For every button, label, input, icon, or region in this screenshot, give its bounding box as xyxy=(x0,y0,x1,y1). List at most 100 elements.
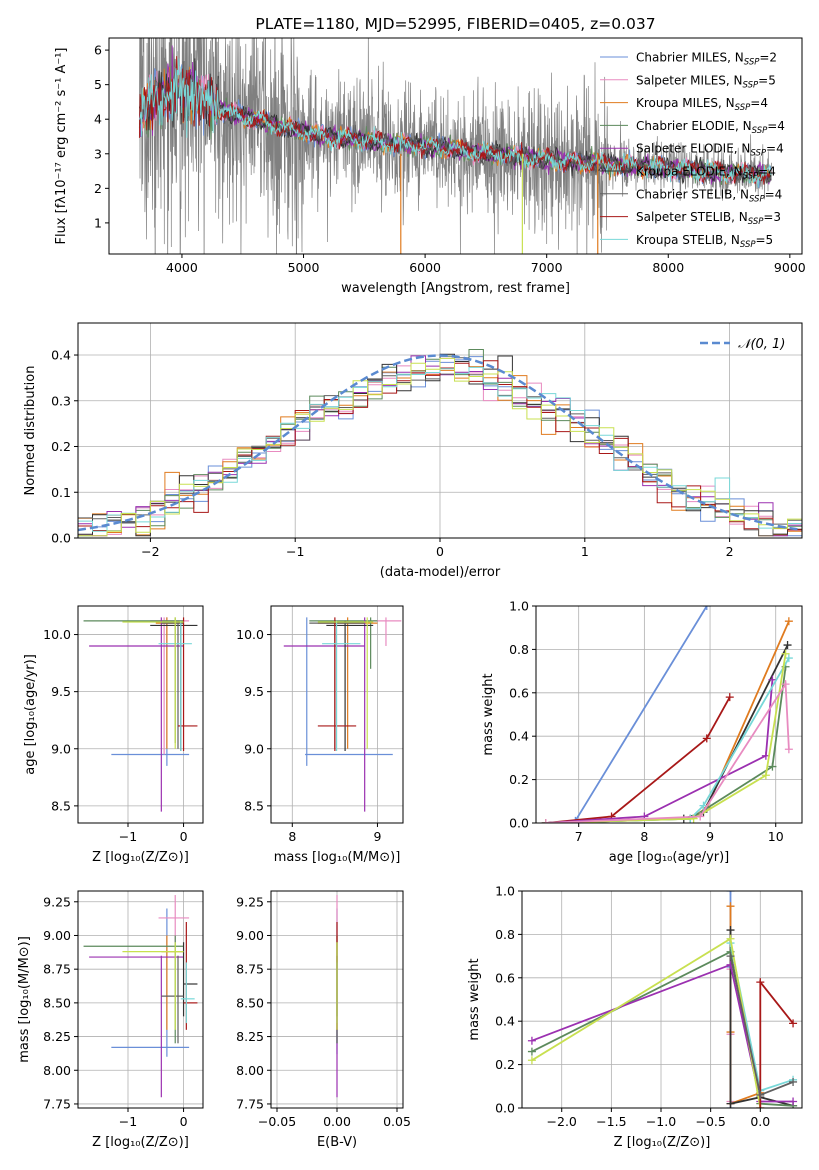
y-tick-label: 0.6 xyxy=(495,970,515,985)
x-tick-label: −1 xyxy=(119,829,137,844)
legend-entry: Salpeter STELIB, NSSP=3 xyxy=(636,210,781,227)
legend-label: Kroupa MILES, N xyxy=(636,96,735,110)
normal-curve xyxy=(78,354,802,532)
x-axis-label: Z [log₁₀(Z/Z⊙)] xyxy=(614,1135,711,1150)
legend-label: Chabrier ELODIE, N xyxy=(636,119,752,133)
x-tick-label: 8 xyxy=(288,829,296,844)
x-tick-label: −2.0 xyxy=(547,1114,577,1129)
age-vs-mass-plot-area xyxy=(283,617,402,812)
x-tick-label: −2 xyxy=(141,544,159,559)
weight-marker xyxy=(756,1090,765,1099)
x-tick-label: 0.05 xyxy=(383,1114,411,1129)
y-tick-label: 5 xyxy=(94,77,102,92)
x-tick-label: −0.5 xyxy=(695,1114,725,1129)
y-tick-label: 1.0 xyxy=(495,884,515,899)
errorbar-point xyxy=(122,617,184,749)
x-tick-label: 8 xyxy=(640,829,648,844)
weight-marker xyxy=(784,745,793,754)
y-tick-label: 0.2 xyxy=(495,1057,515,1072)
y-axis-label: mass weight xyxy=(481,673,496,755)
y-tick-label: 0.0 xyxy=(509,816,529,831)
x-tick-label: −1.0 xyxy=(646,1114,676,1129)
y-tick-label: 9.25 xyxy=(236,894,264,909)
weight-marker xyxy=(702,606,711,610)
y-tick-label: 9.0 xyxy=(51,741,71,756)
x-tick-label: 0 xyxy=(180,1114,188,1129)
x-tick-label: 5000 xyxy=(288,260,320,275)
weight-line xyxy=(729,930,794,1107)
weight-line xyxy=(545,696,731,823)
mass-vs-ebv-axes: −0.05 0.00 0.05 7.75 8.00 8.25 8.50 8.75 9.00 9.2… xyxy=(236,890,411,1150)
weight-vs-age-plot-area xyxy=(541,606,793,823)
errorbar-point xyxy=(89,617,184,812)
y-axis-label: age [log₁₀(age/yr)] xyxy=(23,654,38,775)
weight-marker xyxy=(726,1099,735,1108)
errorbar-point xyxy=(161,935,184,1030)
weight-marker xyxy=(726,891,735,895)
y-axis-label: mass weight xyxy=(467,958,482,1040)
errorbar-point xyxy=(317,617,378,749)
weight-line xyxy=(545,606,708,823)
legend-suffix: =4 xyxy=(758,165,776,179)
y-tick-label: 4 xyxy=(94,112,102,127)
weight-marker xyxy=(756,1104,765,1108)
weight-line xyxy=(729,942,794,1092)
chart-title: PLATE=1180, MJD=52995, FIBERID=0405, z=0… xyxy=(255,15,655,33)
weight-line xyxy=(531,963,794,1103)
weight-marker xyxy=(696,812,705,821)
errorbar-point xyxy=(305,617,393,766)
weight-marker xyxy=(781,649,790,658)
weight-line xyxy=(545,653,787,823)
axes-frame xyxy=(77,322,803,539)
y-tick-label: 10.0 xyxy=(43,627,71,642)
legend-suffix: =5 xyxy=(756,233,774,247)
y-axis-label: mass [log₁₀(M/M⊙)] xyxy=(17,936,32,1063)
legend-label: Chabrier MILES, N xyxy=(636,51,744,65)
weight-marker xyxy=(789,1097,798,1106)
weight-line xyxy=(545,681,790,823)
y-tick-label: 0.0 xyxy=(51,531,71,546)
legend-label: Kroupa ELODIE, N xyxy=(636,165,743,179)
legend-subscript: SSP xyxy=(743,80,759,90)
y-tick-label: 0.4 xyxy=(509,729,529,744)
weight-marker xyxy=(726,952,735,961)
legend-subscript: SSP xyxy=(752,126,768,136)
legend-entry: Chabrier MILES, NSSP=2 xyxy=(636,51,777,68)
axes-frame xyxy=(535,605,803,824)
weight-marker xyxy=(702,734,711,743)
weight-marker xyxy=(726,926,735,935)
weight-marker xyxy=(784,617,793,626)
weight-line xyxy=(545,666,787,823)
weight-marker xyxy=(541,819,550,823)
y-tick-label: 8.25 xyxy=(236,1029,264,1044)
y-tick-label: 2 xyxy=(94,181,102,196)
errorbar-point xyxy=(150,620,198,752)
x-tick-label: 4000 xyxy=(166,260,198,275)
x-axis-label: wavelength [Angstrom, rest frame] xyxy=(341,281,570,296)
age-vs-mass-axes: 8 9 8.5 9.0 9.5 10.0 mass [log₁₀(M/M⊙)] xyxy=(236,605,404,865)
weight-marker xyxy=(527,1036,536,1045)
legend-label: Salpeter ELODIE, N xyxy=(636,142,750,156)
weight-marker xyxy=(783,641,792,650)
errorbar-point xyxy=(183,922,198,1030)
weight-line xyxy=(531,937,762,1108)
legend-subscript: SSP xyxy=(735,103,751,113)
legend: 𝒩(0, 1) xyxy=(700,337,785,352)
model-spectrum-line xyxy=(138,58,772,188)
y-tick-label: 3 xyxy=(94,146,102,161)
x-tick-label: 7 xyxy=(575,829,583,844)
x-tick-label: 1 xyxy=(581,544,589,559)
legend-subscript: SSP xyxy=(750,149,766,159)
x-tick-label: 6000 xyxy=(409,260,441,275)
y-tick-label: 0.2 xyxy=(51,439,71,454)
x-tick-label: 0.00 xyxy=(323,1114,351,1129)
legend-entry: Salpeter ELODIE, NSSP=4 xyxy=(636,142,784,159)
legend-label: Salpeter MILES, N xyxy=(636,73,743,87)
weight-marker xyxy=(768,762,777,771)
axes-frame xyxy=(521,890,803,1109)
errorbar-point xyxy=(182,942,198,1017)
legend-suffix: =4 xyxy=(765,187,783,201)
y-tick-label: 0.2 xyxy=(509,772,529,787)
y-tick-label: 0.6 xyxy=(509,685,529,700)
